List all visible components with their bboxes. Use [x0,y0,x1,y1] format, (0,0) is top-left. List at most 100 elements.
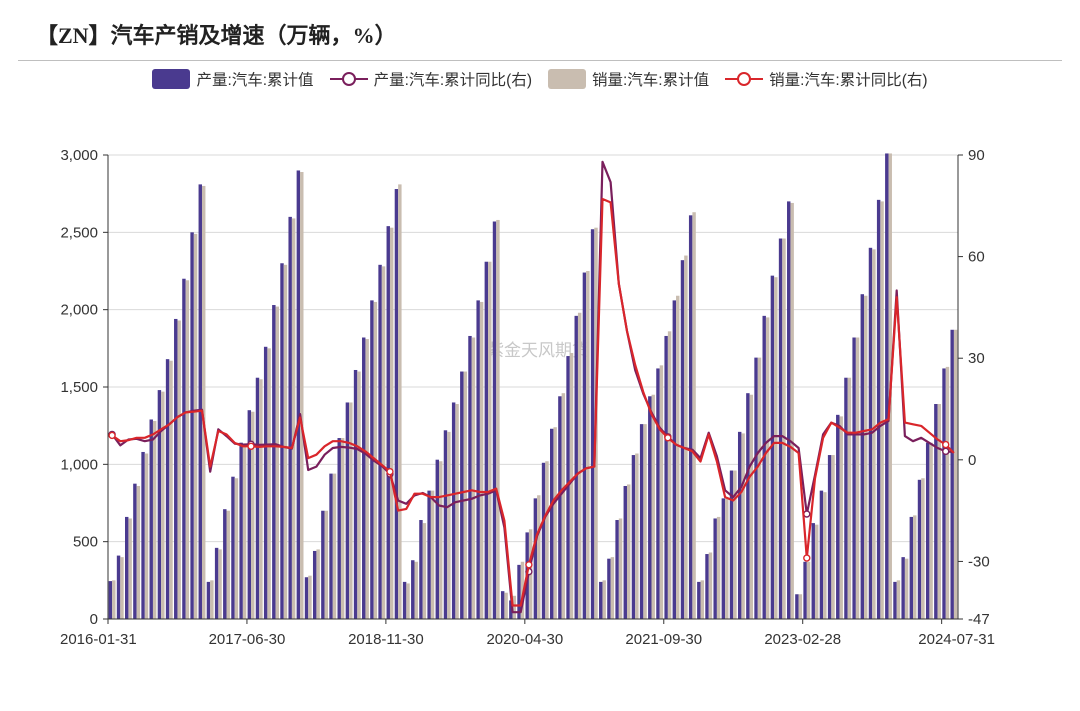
bar-sales-cumulative [676,295,680,619]
bar-sales-cumulative [226,510,230,619]
bar-sales-cumulative [684,255,688,620]
bar-production-cumulative [721,498,726,619]
bar-production-cumulative [329,473,333,619]
bar-production-cumulative [811,523,815,619]
bar-production-cumulative [819,490,824,619]
line-sales-yoy-marker [664,434,672,442]
left-axis-tick-label: 0 [90,611,98,628]
bar-sales-cumulative [120,557,124,619]
bar-sales-cumulative [398,184,402,620]
bar-sales-cumulative [618,518,623,619]
bar-sales-cumulative [643,424,647,619]
bar-production-cumulative [460,371,464,619]
bar-production-cumulative [607,558,611,619]
bar-production-cumulative [942,368,946,619]
line-sales-yoy-marker [247,442,255,450]
bar-sales-cumulative [479,301,484,619]
bar-sales-cumulative [365,339,369,619]
right-axis-tick-label: -30 [968,553,990,570]
bar-production-cumulative [672,300,677,619]
legend-item-sales-cumulative[interactable]: 销量:汽车:累计值 [548,68,709,90]
bar-sales-cumulative [389,227,394,619]
bar-sales-cumulative [242,444,247,619]
bar-sales-cumulative [831,455,835,619]
legend-item-production-cumulative[interactable]: 产量:汽车:累计值 [152,68,314,90]
bar-sales-cumulative [430,490,435,619]
bar-production-cumulative [762,315,766,619]
bar-sales-cumulative [929,442,933,619]
bar-sales-cumulative [316,549,320,619]
bar-production-cumulative [263,346,268,619]
bar-sales-cumulative [913,515,917,619]
bar-sales-cumulative [537,495,541,619]
bar-sales-cumulative [463,371,467,619]
x-axis-tick-label: 2021-09-30 [625,631,702,648]
bar-production-cumulative [443,430,448,619]
bar-sales-cumulative [626,484,631,619]
bar-production-cumulative [754,357,758,619]
right-axis-tick-label: 30 [968,350,985,367]
bar-production-cumulative [533,498,538,619]
bar-sales-cumulative [357,371,361,619]
bar-production-cumulative [836,414,840,619]
x-axis-tick-label: 2016-01-31 [60,631,137,648]
bar-sales-cumulative [520,561,525,619]
bar-production-cumulative [402,581,407,619]
x-axis-tick-label: 2023-02-28 [764,631,841,648]
bar-production-cumulative [280,263,284,619]
bar-production-cumulative [893,581,897,619]
bar-sales-cumulative [340,438,345,619]
bar-production-cumulative [435,459,440,619]
bar-sales-cumulative [128,518,132,619]
legend-item-production-yoy[interactable]: 产量:汽车:累计同比(右) [329,68,532,90]
bar-sales-cumulative [937,404,941,619]
line-sales-yoy-marker [386,467,394,476]
bar-production-cumulative [362,337,366,619]
bar-production-cumulative [558,396,562,619]
bar-sales-cumulative [185,280,190,619]
left-axis-tick-label: 3,000 [60,147,98,164]
bar-sales-cumulative [757,357,762,619]
bar-production-cumulative [214,547,219,619]
bar-sales-cumulative [177,320,181,619]
bar-production-cumulative [574,315,578,619]
line-sales-yoy-marker [525,561,533,569]
bar-production-cumulative [909,516,914,619]
bar-sales-cumulative [267,348,271,619]
bar-sales-cumulative [283,264,288,619]
bar-production-cumulative [133,483,137,619]
legend-item-sales-yoy[interactable]: 销量:汽车:累计同比(右) [725,68,928,90]
bar-production-cumulative [312,550,317,619]
bar-production-cumulative [182,278,186,619]
line-sales-yoy-marker [803,554,811,562]
bar-production-cumulative [149,419,153,619]
line-sales-yoy-marker [108,431,116,440]
bar-production-cumulative [125,516,129,619]
bar-production-cumulative [648,396,652,619]
bar-sales-cumulative [610,557,615,619]
bar-production-cumulative [468,335,472,619]
bar-production-cumulative [787,201,791,619]
bar-sales-cumulative [708,552,713,619]
bar-sales-cumulative [733,470,737,619]
bar-sales-cumulative [700,580,704,619]
bar-sales-cumulative [488,261,492,619]
left-axis-tick-label: 1,500 [60,379,98,396]
left-axis-tick-label: 2,500 [60,224,98,241]
bar-production-cumulative [582,272,587,619]
bar-sales-cumulative [512,595,516,619]
bar-production-cumulative [746,393,750,619]
bar-sales-cumulative [872,249,876,619]
bar-sales-cumulative [504,592,508,619]
bar-production-cumulative [623,485,627,619]
x-axis-tick-label: 2018-11-30 [348,631,424,648]
bar-sales-cumulative [447,431,451,619]
bar-sales-cumulative [749,394,754,619]
bar-production-cumulative [321,510,325,619]
bar-production-cumulative [304,577,309,619]
chart-legend: 产量:汽车:累计值 产量:汽车:累计同比(右) 销量:汽车:累计值 销量:汽车:… [0,68,1080,90]
bar-sales-cumulative [569,352,574,619]
bar-sales-cumulative [259,379,263,619]
right-axis-tick-label: 90 [968,147,985,164]
bar-production-cumulative [517,564,521,619]
